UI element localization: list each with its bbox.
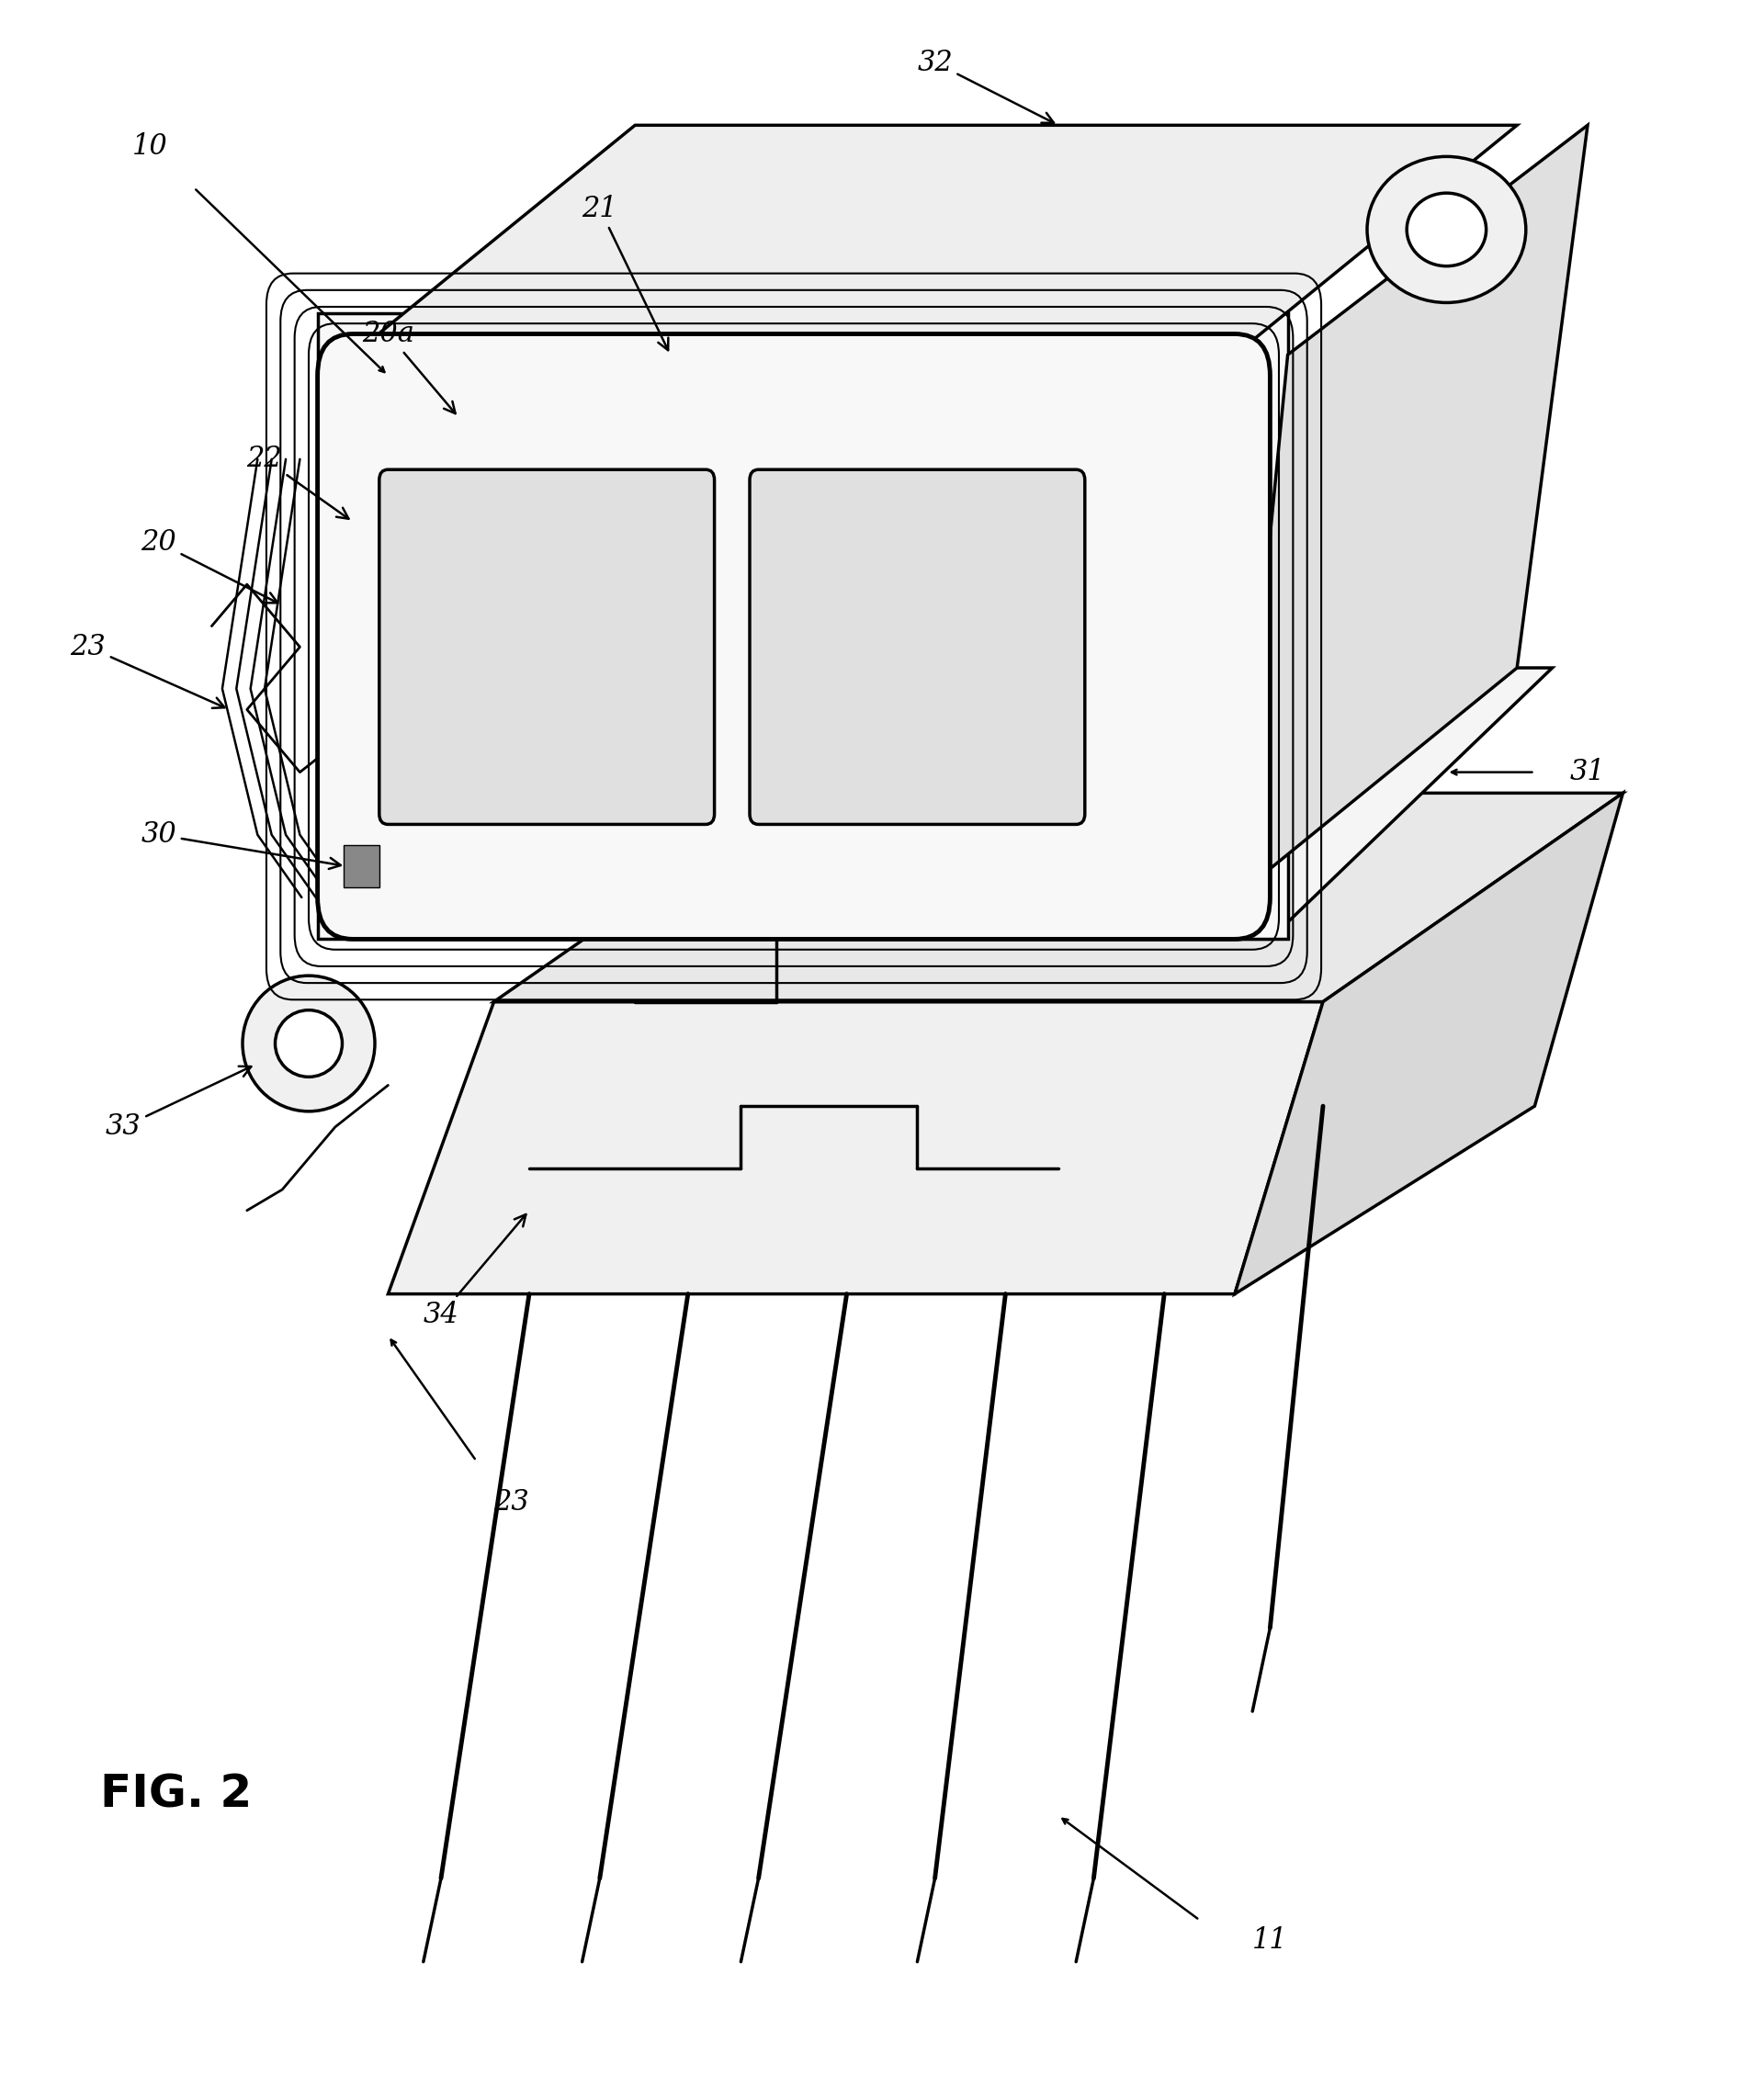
- FancyBboxPatch shape: [318, 334, 1270, 939]
- Ellipse shape: [1406, 194, 1485, 267]
- Polygon shape: [1235, 125, 1588, 897]
- Text: 23: 23: [71, 632, 224, 707]
- Polygon shape: [353, 125, 1517, 355]
- Text: 31: 31: [1570, 758, 1605, 787]
- Polygon shape: [388, 1002, 1323, 1294]
- Text: 10: 10: [132, 131, 168, 161]
- Ellipse shape: [275, 1010, 342, 1077]
- Text: 21: 21: [582, 194, 669, 351]
- Text: 32: 32: [917, 48, 1053, 123]
- Text: FIG. 2: FIG. 2: [101, 1772, 252, 1818]
- Polygon shape: [344, 845, 379, 887]
- Text: 33: 33: [106, 1066, 250, 1142]
- Ellipse shape: [243, 977, 374, 1110]
- Polygon shape: [1235, 793, 1623, 1294]
- FancyBboxPatch shape: [379, 470, 714, 824]
- Text: 22: 22: [247, 445, 349, 520]
- Polygon shape: [406, 668, 1552, 939]
- Text: 20a: 20a: [362, 319, 455, 413]
- Polygon shape: [318, 313, 1288, 939]
- Text: 34: 34: [423, 1215, 526, 1329]
- FancyBboxPatch shape: [750, 470, 1085, 824]
- Text: 23: 23: [494, 1488, 529, 1517]
- Text: 20: 20: [141, 528, 277, 603]
- Polygon shape: [494, 793, 1623, 1002]
- Text: 30: 30: [141, 820, 340, 868]
- Ellipse shape: [1367, 157, 1526, 303]
- Text: 11: 11: [1252, 1926, 1288, 1956]
